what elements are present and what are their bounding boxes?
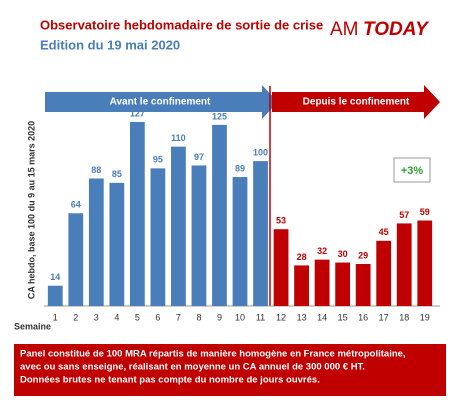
footnote-line: avec ou sans enseigne, réalisant en moye… <box>20 362 365 373</box>
bar <box>150 168 166 306</box>
x-tick-label: 5 <box>135 312 140 322</box>
x-tick-label: 3 <box>94 312 99 322</box>
x-tick-label: 18 <box>399 312 409 322</box>
legend-label: Avant le confinement <box>110 97 211 108</box>
x-tick-label: 19 <box>420 312 430 322</box>
x-tick-label: 14 <box>317 312 327 322</box>
bar <box>335 262 351 306</box>
bar <box>396 223 412 306</box>
x-tick-label: 1 <box>53 312 58 322</box>
x-tick-label: 15 <box>338 312 348 322</box>
value-label: 85 <box>112 169 122 179</box>
bar <box>253 161 268 306</box>
footnote-box <box>14 344 446 396</box>
value-label: 59 <box>420 207 430 217</box>
bar <box>355 263 371 306</box>
value-label: 110 <box>171 133 186 143</box>
x-tick-label: 16 <box>358 312 368 322</box>
x-tick-label: 4 <box>114 312 119 322</box>
footnote-line: Données brutes ne tenant pas compte du n… <box>20 375 320 386</box>
x-tick-label: 12 <box>276 312 286 322</box>
value-label: 45 <box>379 227 389 237</box>
x-tick-label: 10 <box>235 312 245 322</box>
value-label: 97 <box>194 152 204 162</box>
arrow-after <box>272 85 440 119</box>
bar <box>212 124 227 306</box>
bar <box>171 146 186 306</box>
x-tick-label: 13 <box>297 312 307 322</box>
bar <box>294 265 309 306</box>
bar <box>88 178 104 306</box>
x-tick-label: 2 <box>73 312 78 322</box>
value-label: 32 <box>317 246 327 256</box>
x-tick-label: 6 <box>155 312 160 322</box>
value-label: 53 <box>276 216 286 226</box>
bar <box>109 182 125 306</box>
bar <box>314 259 330 306</box>
bar <box>68 213 84 306</box>
value-label: 30 <box>338 249 348 259</box>
x-tick-label: 9 <box>217 312 222 322</box>
x-tick-label: 17 <box>379 312 389 322</box>
bar <box>376 240 392 306</box>
value-label: 95 <box>153 155 163 165</box>
chart-subtitle: Edition du 19 mai 2020 <box>40 37 180 52</box>
value-label: 64 <box>71 200 81 210</box>
logo-left: AM <box>330 19 359 40</box>
value-label: 57 <box>399 210 409 220</box>
y-axis-label: CA hebdo, base 100 du 9 au 15 mars 2020 <box>26 121 36 299</box>
arrow-before <box>45 85 278 119</box>
bar <box>191 165 207 306</box>
value-label: 28 <box>297 252 307 262</box>
footnote-line: Panel constitué de 100 MRA répartis de m… <box>20 349 406 360</box>
x-tick-label: 8 <box>196 312 201 322</box>
bar <box>417 220 433 306</box>
bar <box>47 285 63 306</box>
value-label: 125 <box>212 111 227 121</box>
chart-title: Observatoire hebdomadaire de sortie de c… <box>40 17 323 32</box>
x-tick-label: 11 <box>256 312 265 322</box>
bar <box>232 177 248 306</box>
x-axis-label: Semaine <box>14 321 51 331</box>
legend-label: Depuis le confinement <box>303 97 410 108</box>
bar <box>129 122 145 306</box>
value-label: 14 <box>50 272 60 282</box>
bar <box>273 229 289 306</box>
annotation-box <box>393 157 431 183</box>
x-tick-label: 7 <box>176 312 181 322</box>
value-label: 88 <box>91 165 101 175</box>
value-label: 89 <box>235 163 245 173</box>
logo-right: TODAY <box>363 19 430 40</box>
annotation: +3% <box>401 165 424 177</box>
value-label: 100 <box>253 147 268 157</box>
value-label: 29 <box>358 250 368 260</box>
value-label: 127 <box>130 108 145 118</box>
